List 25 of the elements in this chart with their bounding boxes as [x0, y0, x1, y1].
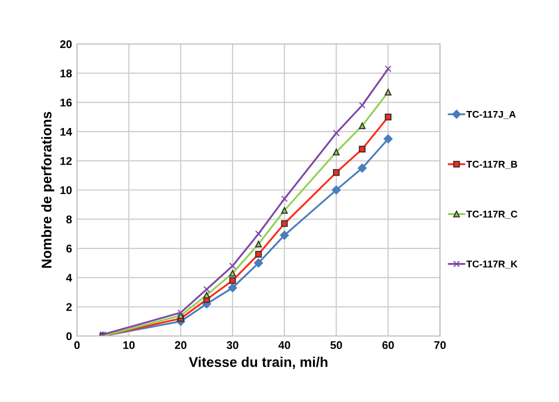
legend-label: TC-117R_B [466, 160, 518, 169]
x-tick-label: 50 [330, 341, 342, 350]
y-tick-label: 0 [66, 332, 72, 340]
y-tick-label: 18 [60, 69, 72, 78]
x-tick-label: 40 [278, 341, 290, 350]
legend-label: TC-117J_A [466, 110, 516, 119]
legend-label: TC-117R_K [466, 260, 518, 269]
y-tick-label: 6 [66, 244, 72, 253]
y-tick-label: 16 [60, 98, 72, 107]
y-tick-label: 2 [66, 303, 72, 311]
x-tick-label: 10 [123, 341, 135, 350]
x-tick-label: 20 [174, 341, 186, 350]
y-tick-label: 8 [66, 215, 72, 224]
x-tick-label: 0 [74, 341, 80, 350]
y-tick-label: 10 [60, 186, 72, 194]
y-tick-label: 20 [60, 40, 72, 48]
x-tick-label: 30 [226, 341, 238, 350]
x-tick-label: 70 [434, 341, 446, 350]
y-tick-label: 12 [60, 157, 72, 165]
y-tick-label: 4 [66, 274, 72, 282]
x-tick-label: 60 [382, 341, 394, 350]
legend-label: TC-117R_C [466, 210, 518, 219]
y-tick-label: 14 [60, 128, 72, 136]
x-axis-title: Vitesse du train, mi/h [188, 356, 328, 369]
y-axis-title: Nombre de perforations [41, 112, 54, 268]
